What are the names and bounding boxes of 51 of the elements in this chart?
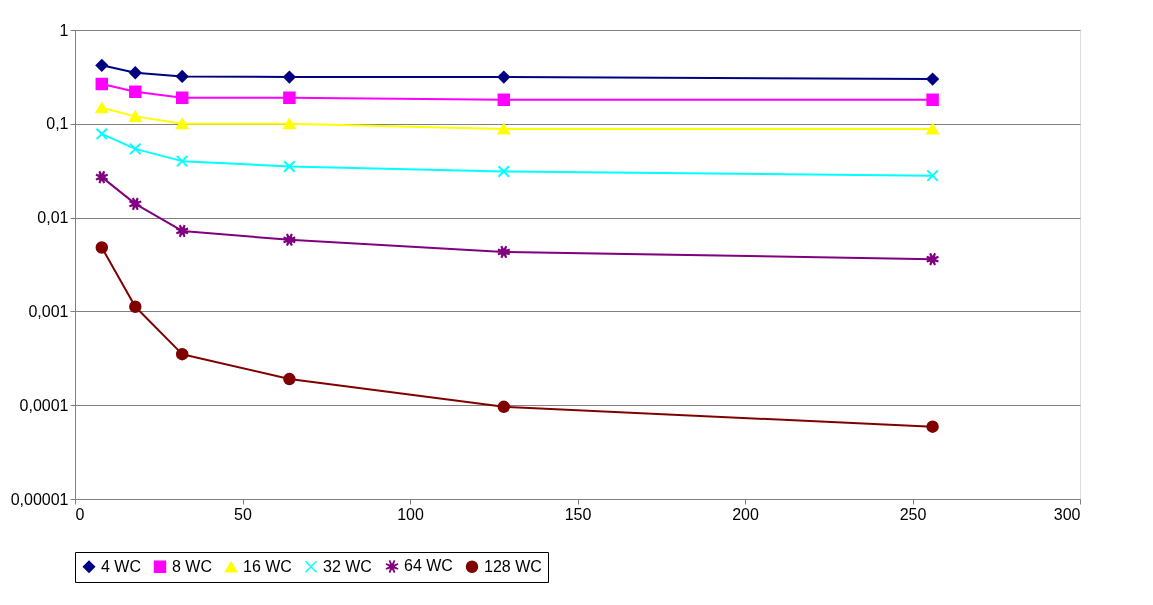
point <box>283 372 296 386</box>
legend-label: 64 WC <box>404 557 453 575</box>
y-tick-label: 0,001 <box>28 302 69 320</box>
point <box>129 66 142 80</box>
point <box>926 420 939 433</box>
legend-label: 128 WC <box>484 557 542 575</box>
point <box>283 91 296 104</box>
y-tick-label: 0,0001 <box>19 396 69 414</box>
y-tick-label: 0,01 <box>37 209 69 227</box>
point <box>283 160 296 173</box>
point <box>175 224 190 238</box>
legend-label: 16 WC <box>243 558 292 575</box>
point <box>926 72 939 86</box>
x-tick-label: 150 <box>564 505 592 523</box>
x-tick-label: 250 <box>899 505 927 523</box>
point <box>95 127 109 141</box>
y-tick-label: 1 <box>59 21 69 39</box>
point <box>129 300 142 314</box>
point <box>175 70 189 83</box>
point <box>497 93 511 107</box>
y-tick-label: 0,00001 <box>10 490 69 508</box>
legend-label: 8 WC <box>172 557 212 575</box>
point <box>129 110 142 122</box>
point <box>926 123 939 135</box>
point <box>497 70 511 84</box>
x-tick-label: 300 <box>1053 505 1081 523</box>
point <box>497 165 511 178</box>
point <box>175 91 189 104</box>
point <box>283 70 296 84</box>
x-tick-label: 50 <box>234 505 252 523</box>
point <box>95 241 109 254</box>
legend-label: 32 WC <box>323 557 372 575</box>
point <box>283 118 296 130</box>
x-tick-label: 200 <box>732 505 759 523</box>
point <box>497 123 511 135</box>
x-tick-label: 0 <box>75 505 85 523</box>
point <box>129 85 142 98</box>
point <box>497 400 511 414</box>
point <box>175 118 189 130</box>
point <box>95 102 109 114</box>
point <box>95 77 109 91</box>
point <box>175 347 189 361</box>
y-tick-label: 0,1 <box>46 115 69 133</box>
point <box>129 142 142 156</box>
legend-label: 4 WC <box>101 557 141 575</box>
point <box>926 169 939 182</box>
point <box>926 93 939 107</box>
x-tick-label: 100 <box>397 505 424 523</box>
point <box>95 59 109 72</box>
point <box>175 154 189 168</box>
point <box>496 245 511 259</box>
